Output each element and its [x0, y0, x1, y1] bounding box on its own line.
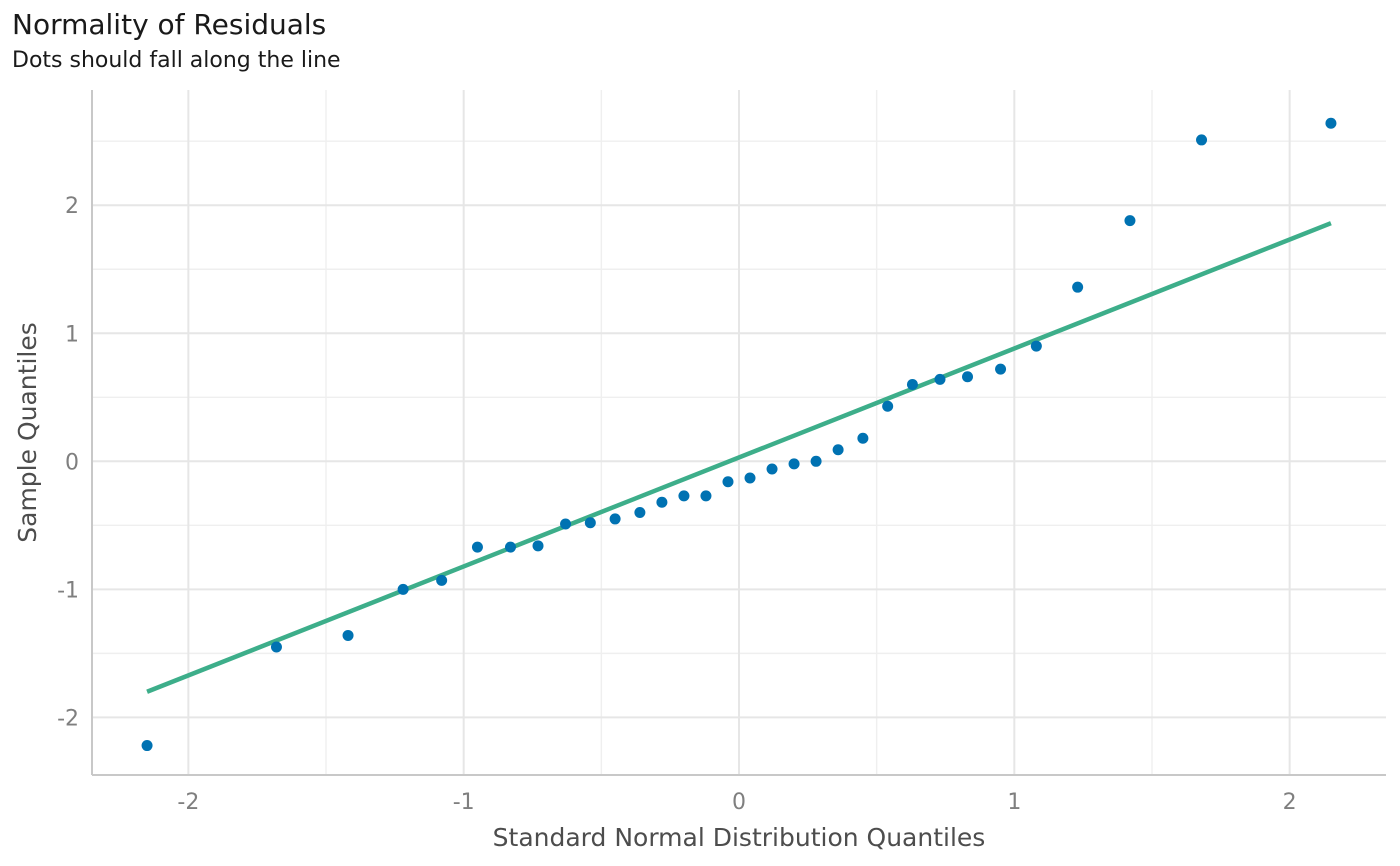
- data-point: [882, 400, 894, 412]
- x-tick-label: -2: [177, 790, 199, 815]
- y-tick-label: 0: [65, 450, 79, 475]
- data-point: [700, 490, 712, 502]
- reference-line-layer: [146, 221, 1332, 694]
- data-point: [962, 371, 974, 383]
- reference-line: [146, 221, 1332, 694]
- data-point: [678, 490, 690, 502]
- data-point: [532, 540, 544, 552]
- data-point: [397, 583, 409, 595]
- data-point: [504, 541, 516, 553]
- data-point: [832, 444, 844, 456]
- y-tick-labels: -2 -1 0 1 2: [57, 194, 79, 731]
- data-point: [857, 432, 869, 444]
- data-point: [1072, 281, 1084, 293]
- data-point: [995, 363, 1007, 375]
- data-point: [906, 378, 918, 390]
- grid: [92, 90, 1386, 775]
- data-point: [471, 541, 483, 553]
- y-tick-label: 2: [65, 194, 79, 219]
- x-tick-label: 2: [1283, 790, 1297, 815]
- data-point: [1124, 215, 1136, 227]
- x-tick-labels: -2 -1 0 1 2: [177, 790, 1296, 815]
- data-point: [634, 507, 646, 519]
- data-point: [766, 463, 778, 475]
- data-point: [609, 513, 621, 525]
- data-point: [436, 574, 448, 586]
- x-tick-label: 1: [1007, 790, 1021, 815]
- data-point: [744, 472, 756, 484]
- y-tick-label: 1: [65, 322, 79, 347]
- data-point: [141, 740, 153, 752]
- chart-subtitle: Dots should fall along the line: [12, 48, 341, 73]
- data-point: [342, 629, 354, 641]
- x-tick-label: 0: [732, 790, 746, 815]
- data-point: [656, 496, 668, 508]
- y-tick-label: -1: [57, 578, 79, 603]
- data-point: [788, 458, 800, 470]
- data-point: [934, 373, 946, 385]
- data-point: [1325, 117, 1337, 129]
- y-tick-label: -2: [57, 706, 79, 731]
- points-layer: [141, 117, 1337, 752]
- y-axis-title: Sample Quantiles: [13, 322, 42, 542]
- data-point: [270, 641, 282, 653]
- chart-title: Normality of Residuals: [12, 8, 327, 41]
- data-point: [810, 455, 822, 467]
- data-point: [560, 518, 572, 530]
- data-point: [1196, 134, 1208, 146]
- x-tick-label: -1: [453, 790, 475, 815]
- data-point: [584, 517, 596, 529]
- data-point: [1030, 340, 1042, 352]
- data-point: [722, 476, 734, 488]
- x-axis-title: Standard Normal Distribution Quantiles: [493, 823, 986, 852]
